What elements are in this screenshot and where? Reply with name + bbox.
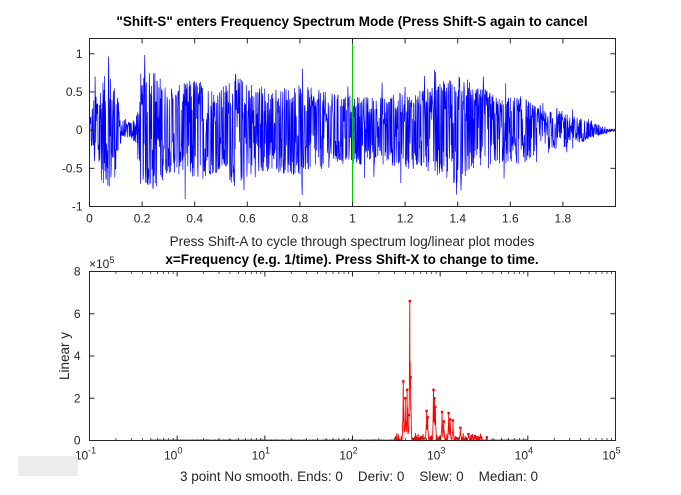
spectrum-peak-marker [404,397,407,400]
spectrum-plot-area[interactable] [150,299,529,442]
spectrum-peak-marker [433,397,436,400]
y-tick-label: 6 [74,307,81,321]
spectrum-peak-marker [432,388,435,391]
y-tick-label: 0 [74,434,81,448]
x-tick-label: 1.4 [449,212,466,226]
spectrum-peak-marker [426,416,429,419]
x-tick-label: 105 [602,446,620,463]
x-tick-label: 1 [349,212,356,226]
spectrum-peak-marker [402,380,405,383]
spectrum-peak-marker [409,375,412,379]
spectrum-title: x=Frequency (e.g. 1/time). Press Shift-X… [165,252,538,267]
spectrum-y-ticks: 0 2 4 6 8 [74,265,616,448]
spectrum-xlabel: 3 point No smooth. Ends: 0 Deriv: 0 Slew… [180,469,538,484]
waveform-title: "Shift-S" enters Frequency Spectrum Mode… [116,14,587,29]
spectrum-peak-marker [405,388,409,391]
spectrum-axes: x=Frequency (e.g. 1/time). Press Shift-X… [57,252,621,484]
spectrum-line [150,301,529,442]
x-tick-label: 101 [252,446,270,463]
waveform-y-ticks: -1 -0.5 0 0.5 1 [62,47,616,214]
spectrum-peak-marker [451,419,455,422]
spectrum-peak-marker [425,409,428,413]
x-tick-label: 102 [339,446,357,463]
spectrum-peak-marker [467,432,470,436]
waveform-axes: "Shift-S" enters Frequency Spectrum Mode… [62,14,616,249]
y-tick-label: 0.5 [66,85,83,99]
y-tick-label: 4 [74,349,81,363]
waveform-xlabel: Press Shift-A to cycle through spectrum … [170,234,535,249]
spectrum-peak-marker [485,436,488,439]
x-tick-label: 0 [86,212,93,226]
spectrum-peak-marker [434,405,437,408]
x-tick-label: 1.8 [555,212,572,226]
x-tick-label: 104 [515,446,533,463]
y-multiplier-exp: 5 [109,255,114,265]
y-multiplier-base: ×10 [89,257,110,271]
spectrum-peak-marker [448,418,452,421]
spectrum-x-ticks: 10-1 100 101 102 103 104 105 [75,271,621,463]
x-tick-label: 10-1 [75,446,96,463]
spectrum-peak-marker [473,435,477,438]
x-tick-label: 0.8 [292,212,309,226]
y-tick-label: -1 [72,200,83,214]
y-tick-label: 1 [76,47,83,61]
x-tick-label: 1.2 [397,212,414,226]
waveform-x-ticks: 0 0.2 0.4 0.6 0.8 1 1.2 1.4 1.6 1.8 [86,38,572,226]
spectrum-y-multiplier: ×105 [89,255,114,271]
status-panel [18,456,78,476]
x-tick-label: 1.6 [502,212,519,226]
spectrum-peak-marker [440,410,444,414]
y-tick-label: 0 [76,123,83,137]
waveform-plot-area[interactable] [89,38,616,207]
x-tick-label: 0.6 [239,212,256,226]
spectrum-peak-marker [408,299,411,303]
spectrum-peak-marker [447,411,450,415]
x-tick-label: 0.4 [186,212,203,226]
spectrum-peak-marker [459,426,462,430]
spectrum-axes-box [89,271,616,441]
spectrum-peak-marker [407,413,411,417]
y-tick-label: -0.5 [62,161,83,175]
y-tick-label: 8 [74,265,81,279]
y-tick-label: 2 [74,391,81,405]
x-tick-label: 103 [427,446,445,463]
spectrum-peak-marker [442,420,445,423]
spectrum-ylabel: Linear y [57,332,72,380]
x-tick-label: 0.2 [134,212,151,226]
x-tick-label: 100 [164,446,182,463]
